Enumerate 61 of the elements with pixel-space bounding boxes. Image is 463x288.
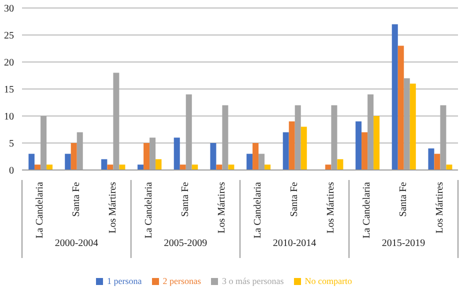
bar — [264, 164, 271, 170]
bar — [28, 154, 35, 170]
x-tick-label: Santa Fe — [289, 181, 300, 217]
text: 2010-2014 — [272, 238, 318, 249]
x-tick-label: Los Mártires — [216, 182, 228, 234]
bar — [392, 24, 398, 170]
bar — [434, 154, 440, 170]
x-tick-label: La Candelaria — [34, 181, 46, 238]
y-tick-label: 0 — [9, 166, 14, 177]
x-tick-label: Santa Fe — [398, 181, 409, 217]
x-tick-label: Los Mártires — [107, 182, 118, 234]
y-tick-label: 20 — [4, 58, 14, 69]
bar — [107, 164, 114, 170]
bar — [70, 143, 77, 170]
bar — [325, 164, 332, 170]
bar — [288, 121, 295, 170]
text: 2000-2004 — [54, 238, 100, 249]
bar — [138, 164, 144, 170]
text: 2005-2009 — [162, 238, 208, 249]
x-tick-label: La Candelaria — [144, 181, 155, 238]
bar — [46, 164, 53, 170]
legend-label: No comparto — [304, 276, 352, 286]
bar — [252, 143, 259, 170]
bar — [374, 116, 380, 170]
bar — [398, 46, 404, 170]
x-tick-label: Santa Fe — [71, 181, 82, 217]
legend-label: 3 o más personas — [222, 276, 284, 286]
bar — [101, 159, 108, 170]
bar — [300, 126, 307, 170]
y-tick-label: 30 — [4, 4, 14, 15]
bar — [192, 164, 198, 170]
y-tick-label: 25 — [4, 30, 14, 42]
bar — [34, 164, 41, 170]
bar — [410, 84, 416, 170]
legend-label: 2 personas — [162, 276, 201, 286]
bar — [216, 164, 222, 170]
x-tick-label: Los Mártires — [325, 182, 336, 234]
bar — [362, 132, 368, 170]
bar — [64, 154, 71, 170]
bar — [282, 132, 289, 170]
y-tick-label: 5 — [9, 138, 14, 150]
bar — [144, 143, 150, 170]
bar — [428, 148, 434, 170]
bar — [210, 143, 216, 170]
x-tick-label: Los Mártires — [434, 182, 446, 234]
bar — [337, 159, 344, 170]
x-tick-label: La Candelaria — [252, 181, 264, 238]
bar — [356, 121, 362, 170]
bar — [228, 164, 234, 170]
bar — [119, 164, 126, 170]
x-tick-label: La Candelaria — [362, 181, 373, 238]
bar — [180, 164, 186, 170]
bar — [156, 159, 162, 170]
text: 2015-2019 — [380, 238, 426, 249]
bar — [246, 154, 253, 170]
y-tick-label: 15 — [4, 84, 14, 96]
bar — [446, 164, 452, 170]
bar — [174, 138, 180, 170]
x-tick-label: Santa Fe — [180, 181, 191, 217]
y-tick-label: 10 — [4, 112, 14, 123]
legend-label: 1 persona — [107, 276, 142, 286]
